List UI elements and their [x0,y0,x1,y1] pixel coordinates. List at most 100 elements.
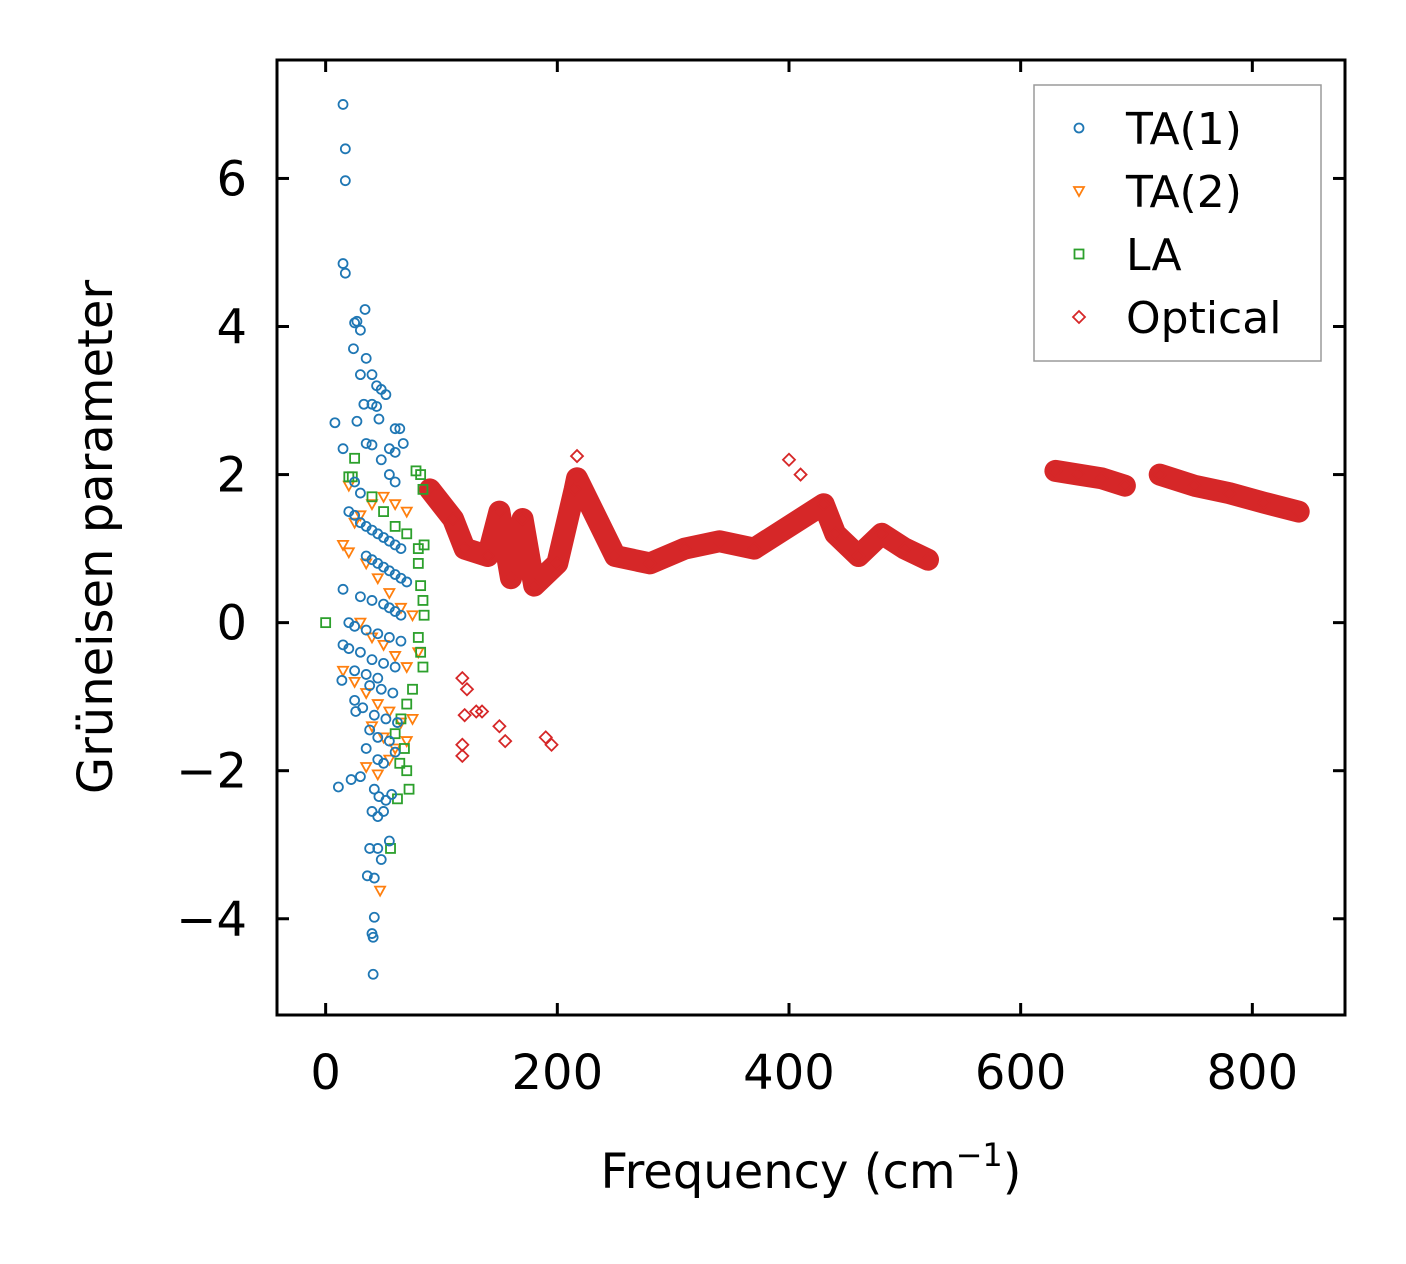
point-ta1 [378,806,389,817]
x-tick-label: 200 [512,1045,604,1101]
point-ta2 [388,499,402,512]
point-ta1 [355,771,366,783]
point-ta1 [378,757,389,769]
point-ta1 [348,343,359,355]
point-optical [1094,471,1110,486]
point-la [401,698,413,710]
point-ta1 [339,143,351,155]
point-ta1 [349,694,361,706]
point-optical [1291,504,1306,519]
point-la [320,617,332,629]
point-ta1 [337,99,349,110]
point-ta1 [375,683,387,695]
legend-marker-la [1073,248,1085,260]
point-ta1 [355,324,366,336]
point-ta1 [372,628,384,640]
point-la [389,728,401,740]
point-ta2 [348,676,362,689]
point-ta1 [380,794,392,806]
point-optical [503,570,519,586]
point-optical [445,511,461,527]
legend-label: TA(1) [1125,104,1242,155]
point-ta1 [389,746,401,758]
point-optical [746,541,762,556]
point-ta1 [368,911,380,923]
x-tick-label: 800 [1207,1045,1299,1101]
point-ta2 [336,540,350,552]
point-ta1 [355,487,366,499]
point-ta2 [353,510,367,523]
point-la [417,483,429,495]
point-ta1 [372,843,384,854]
point-ta1 [364,724,376,736]
point-ta2 [365,499,379,512]
optical-band [1044,459,1136,497]
point-ta2 [336,665,350,678]
tick-labels: 0 200 400 600 800 −4 −2 0 2 4 6 [176,151,1298,1101]
point-ta1 [383,469,395,480]
point-ta1 [359,304,371,315]
point-ta1 [389,476,401,488]
point-la [418,539,430,551]
y-tick-label: 2 [216,448,247,504]
point-ta1 [349,665,361,677]
point-ta1 [355,646,366,658]
point-optical [1071,467,1086,482]
point-ta1 [366,369,378,381]
point-ta1 [375,454,387,466]
x-tick-label: 0 [310,1045,341,1101]
point-optical [569,448,585,464]
point-ta1 [337,583,349,595]
point-ta1 [372,731,384,743]
point-la [412,558,424,569]
point-ta1 [389,446,401,458]
point-ta1 [329,417,341,429]
y-tick-label: 4 [216,300,247,356]
legend: TA(1) TA(2) LA Optical [1033,84,1322,362]
point-optical [550,556,565,571]
point-ta2 [382,588,396,600]
point-optical [920,552,936,567]
point-ta1 [375,854,387,865]
point-ta2 [382,706,396,719]
point-la [412,632,424,643]
point-optical [1152,467,1167,482]
point-ta2 [373,885,387,898]
point-ta1 [332,781,344,793]
point-ta1 [387,687,399,699]
point-ta1 [395,609,407,621]
point-ta1 [401,576,413,588]
point-optical [526,578,542,593]
point-ta1 [360,669,372,680]
legend-marker-optical [1071,309,1087,325]
point-optical [457,541,472,556]
point-la [403,783,415,795]
point-optical [492,719,507,734]
point-ta1 [392,717,403,728]
point-ta1 [361,870,373,882]
point-ta2 [371,769,385,782]
point-ta1 [383,735,395,747]
point-ta1 [351,315,363,327]
point-ta1 [366,806,378,817]
point-optical [793,467,808,482]
point-optical [828,526,843,542]
point-optical [607,548,623,564]
point-ta1 [358,398,370,410]
point-ta2 [377,639,391,652]
point-ta1 [367,931,379,943]
point-ta1 [349,620,361,632]
y-tick-label: −2 [176,744,247,800]
point-ta1 [355,591,366,603]
point-ta1 [389,661,401,673]
point-la [394,757,406,769]
point-ta1 [380,713,392,725]
point-la [417,595,429,606]
point-ta2 [348,517,362,530]
legend-marker-ta2 [1072,186,1086,198]
point-ta1 [350,706,362,717]
point-optical [816,496,832,512]
point-la [378,506,389,517]
point-optical [897,541,913,556]
point-la [417,661,429,673]
